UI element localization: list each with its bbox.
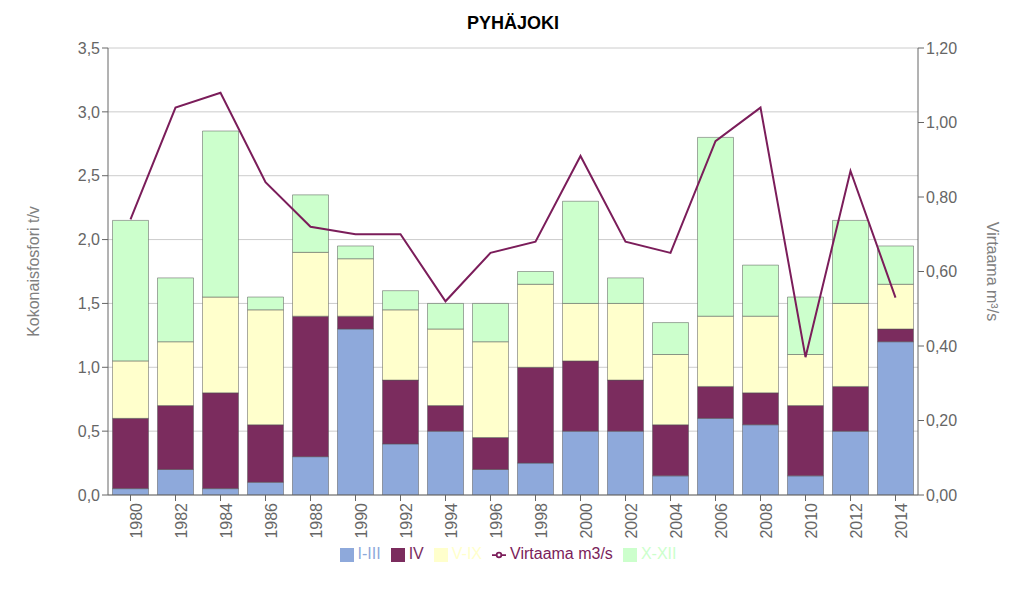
svg-text:1980: 1980 (128, 503, 145, 539)
svg-text:1,00: 1,00 (926, 114, 957, 131)
html-text:IV: IV (408, 545, 424, 562)
svg-text:0,00: 0,00 (926, 487, 957, 504)
svg-text:1986: 1986 (263, 503, 280, 539)
svg-text:0,20: 0,20 (926, 412, 957, 429)
html-text:X-XII: X-XII (640, 545, 677, 562)
html-text:PYHÄJOKI: PYHÄJOKI (467, 13, 559, 33)
svg-text:2,0: 2,0 (78, 231, 100, 248)
svg-text:1,20: 1,20 (926, 40, 957, 57)
svg-text:1982: 1982 (173, 503, 190, 539)
svg-text:2010: 2010 (803, 503, 820, 539)
svg-text:2000: 2000 (578, 503, 595, 539)
svg-text:1996: 1996 (488, 503, 505, 539)
svg-text:0,5: 0,5 (78, 423, 100, 440)
svg-text:1990: 1990 (353, 503, 370, 539)
svg-text:1998: 1998 (533, 503, 550, 539)
svg-text:2004: 2004 (668, 503, 685, 539)
svg-text:3,5: 3,5 (78, 40, 100, 57)
svg-text:1992: 1992 (398, 503, 415, 539)
svg-text:1988: 1988 (308, 503, 325, 539)
svg-text:2002: 2002 (623, 503, 640, 539)
svg-text:2014: 2014 (893, 503, 910, 539)
html-text:I-III: I-III (357, 545, 381, 562)
html-text:V-IX: V-IX (451, 545, 482, 562)
svg-text:2012: 2012 (848, 503, 865, 539)
html-text:Virtaama m3/s: Virtaama m3/s (510, 545, 613, 562)
svg-text:1984: 1984 (218, 503, 235, 539)
svg-text:Kokonaisfosfori t/v: Kokonaisfosfori t/v (25, 206, 42, 337)
svg-text:0,0: 0,0 (78, 487, 100, 504)
svg-text:1,0: 1,0 (78, 359, 100, 376)
svg-text:0,80: 0,80 (926, 189, 957, 206)
svg-text:0,60: 0,60 (926, 263, 957, 280)
svg-text:1994: 1994 (443, 503, 460, 539)
svg-text:0,40: 0,40 (926, 338, 957, 355)
svg-text:Virtaama m³/s: Virtaama m³/s (984, 222, 1001, 321)
svg-text:2006: 2006 (713, 503, 730, 539)
svg-text:1,5: 1,5 (78, 295, 100, 312)
svg-text:2008: 2008 (758, 503, 775, 539)
svg-text:3,0: 3,0 (78, 104, 100, 121)
svg-text:2,5: 2,5 (78, 167, 100, 184)
